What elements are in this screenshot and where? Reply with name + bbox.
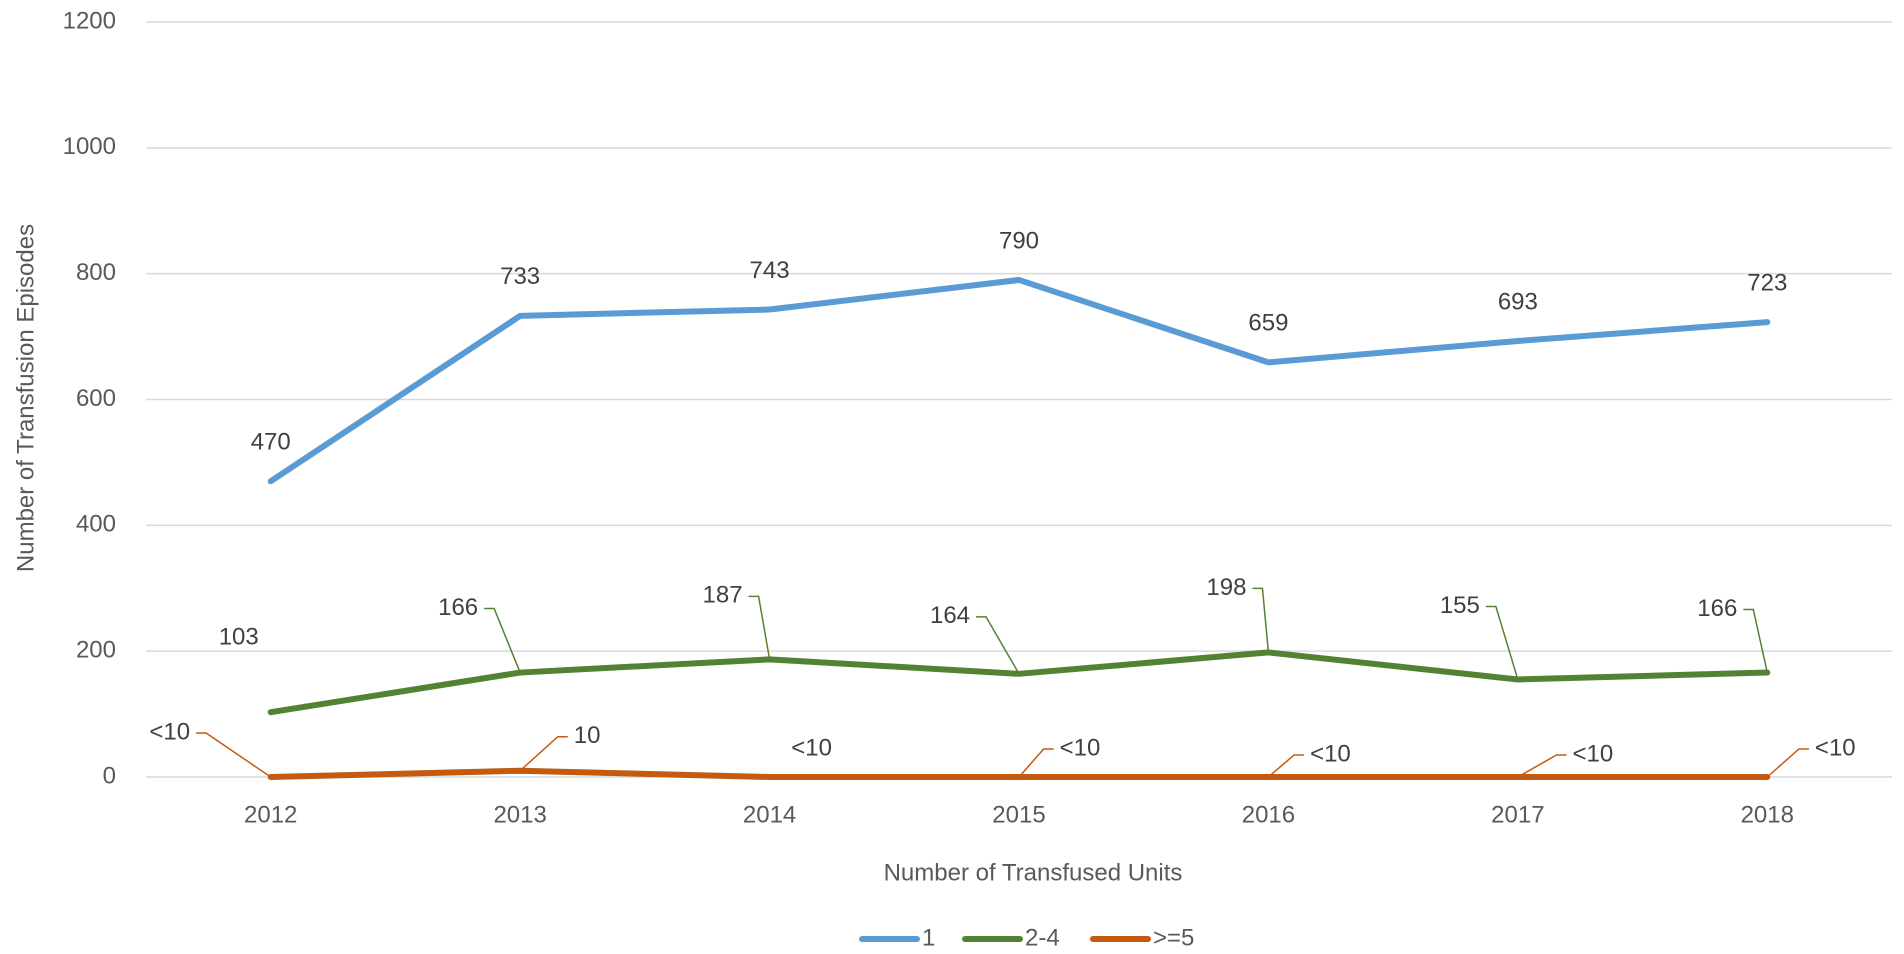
data-label: 10 [574, 722, 601, 749]
leader-line [484, 607, 521, 673]
leader-line [519, 735, 568, 772]
x-tick-label: 2018 [1741, 801, 1794, 828]
data-label: <10 [791, 734, 832, 761]
data-label: 743 [750, 257, 790, 284]
x-tick-label: 2013 [493, 801, 546, 828]
leader-line [1485, 605, 1519, 680]
data-label: 659 [1248, 310, 1288, 337]
leader-line [1267, 754, 1305, 778]
leader-line [1766, 748, 1809, 778]
data-label: 164 [930, 602, 970, 629]
leader-line [196, 732, 272, 778]
y-tick-label: 400 [76, 511, 116, 538]
x-axis-title: Number of Transfused Units [884, 859, 1183, 886]
y-tick-label: 600 [76, 385, 116, 412]
y-tick-label: 1200 [63, 7, 116, 34]
leader-line [748, 595, 771, 660]
legend-label: 2-4 [1025, 924, 1060, 951]
y-tick-label: 0 [103, 762, 116, 789]
x-tick-label: 2014 [743, 801, 796, 828]
y-tick-label: 200 [76, 637, 116, 664]
data-label: 723 [1747, 269, 1787, 296]
data-label: <10 [1310, 740, 1351, 767]
leader-line [1743, 608, 1769, 673]
data-label: <10 [1060, 734, 1101, 761]
legend-label: >=5 [1153, 924, 1194, 951]
y-axis-title: Number of Transfusion Episodes [12, 224, 39, 572]
leader-line [1018, 748, 1054, 778]
x-tick-label: 2017 [1491, 801, 1544, 828]
data-label: 693 [1498, 288, 1538, 315]
data-label: 790 [999, 227, 1039, 254]
data-label: 198 [1206, 574, 1246, 601]
legend-label: 1 [922, 924, 935, 951]
leader-line [1517, 754, 1567, 778]
y-tick-label: 800 [76, 259, 116, 286]
data-label: 166 [438, 594, 478, 621]
data-label: 470 [251, 429, 291, 456]
data-label: <10 [1572, 740, 1613, 767]
leader-line [1252, 587, 1270, 653]
x-tick-label: 2012 [244, 801, 297, 828]
data-label: 103 [219, 624, 259, 651]
x-tick-label: 2016 [1242, 801, 1295, 828]
leader-line [976, 616, 1020, 675]
data-label: 187 [703, 582, 743, 609]
y-tick-label: 1000 [63, 133, 116, 160]
series-line [267, 276, 1771, 485]
data-label: 155 [1440, 592, 1480, 619]
data-label: 733 [500, 263, 540, 290]
series-line [267, 649, 1771, 716]
data-label: <10 [149, 718, 190, 745]
data-label: <10 [1815, 734, 1856, 761]
x-tick-label: 2015 [992, 801, 1045, 828]
data-label: 166 [1697, 595, 1737, 622]
